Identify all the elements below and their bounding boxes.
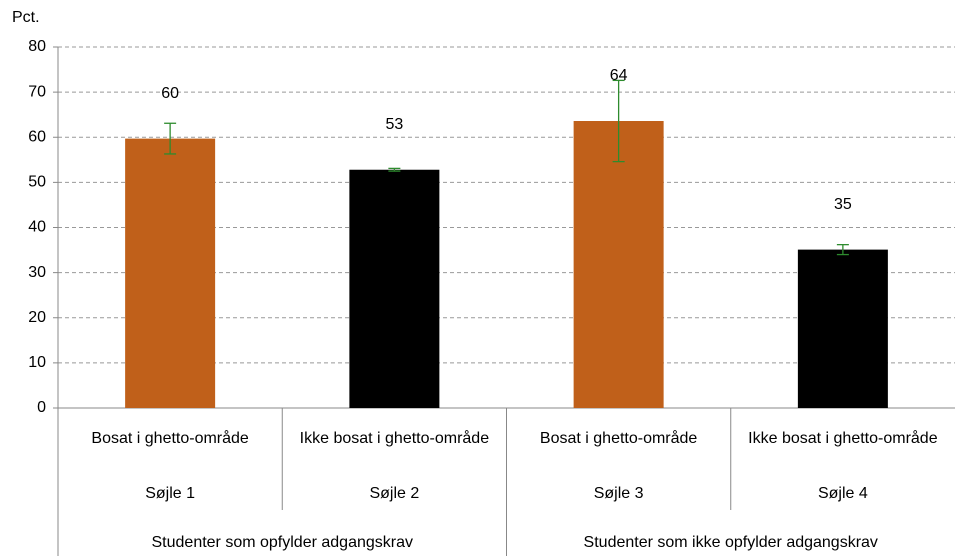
y-tick-label: 30	[28, 264, 46, 281]
x-subcategory-label: Søjle 1	[145, 485, 195, 502]
data-label: 53	[385, 116, 403, 133]
x-tick-label-box: Ikke bosat i ghetto-område	[299, 430, 490, 447]
y-tick-label: 60	[28, 128, 46, 145]
y-tick-label: 50	[28, 174, 46, 191]
x-tick-label: Ikke bosat i ghetto-område	[748, 430, 938, 447]
y-tick-label: 0	[37, 399, 46, 416]
y-tick-label: 20	[28, 309, 46, 326]
x-tick-label-box: Bosat i ghetto-område	[539, 430, 698, 447]
group-label: Studenter som opfylder adgangskrav	[152, 534, 413, 551]
error-bar	[164, 122, 177, 155]
error-bar	[388, 167, 401, 172]
error-bar	[612, 79, 625, 163]
x-tick-label: Bosat i ghetto-område	[91, 430, 249, 447]
bar	[125, 138, 216, 408]
y-axis-label: Pct.	[12, 9, 40, 26]
bar	[573, 121, 664, 408]
error-bar	[836, 243, 849, 256]
x-tick-label-box: Bosat i ghetto-område	[91, 430, 249, 447]
x-subcategory-label: Søjle 2	[369, 485, 419, 502]
group-label: Studenter som ikke opfylder adgangskrav	[584, 534, 878, 551]
data-label: 35	[834, 196, 852, 213]
y-tick-label: 10	[28, 354, 46, 371]
data-label: 60	[161, 85, 179, 102]
data-label: 64	[610, 67, 628, 84]
x-tick-label: Bosat i ghetto-område	[539, 430, 698, 447]
x-tick-label: Ikke bosat i ghetto-område	[299, 430, 490, 447]
y-tick-label: 80	[28, 38, 46, 55]
y-tick-label: 70	[28, 83, 46, 100]
x-subcategory-label: Søjle 4	[818, 485, 868, 502]
bar	[349, 169, 440, 408]
x-subcategory-label: Søjle 3	[594, 485, 644, 502]
x-tick-label-box: Ikke bosat i ghetto-område	[748, 430, 938, 447]
y-tick-label: 40	[28, 219, 46, 236]
bar	[797, 249, 888, 408]
